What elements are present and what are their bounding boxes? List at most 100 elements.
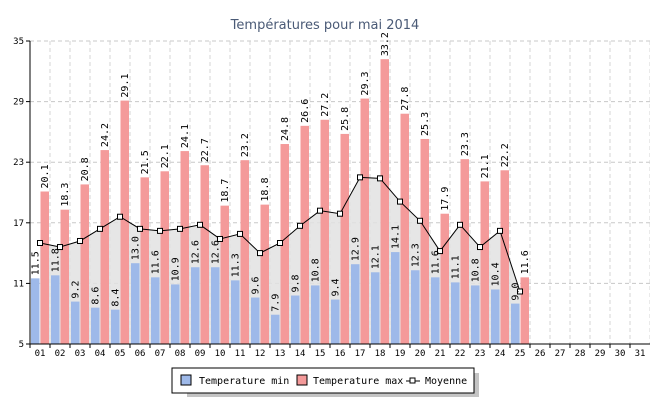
y-tick-label: 5 — [19, 340, 24, 350]
y-tick-label: 11 — [13, 279, 24, 289]
value-label-max: 18.7 — [220, 179, 231, 203]
mean-area-layer — [40, 177, 520, 344]
value-label-min: 10.4 — [491, 262, 502, 286]
bar-layer — [31, 59, 529, 345]
value-label-max: 11.6 — [520, 250, 531, 274]
bar-temperature-max — [440, 213, 449, 344]
x-tick-label: 24 — [495, 349, 506, 359]
bar-temperature-min — [131, 263, 140, 344]
legend-label-mean: Moyenne — [425, 376, 467, 387]
value-label-max: 24.8 — [280, 117, 291, 141]
mean-line-layer — [37, 174, 523, 295]
bar-temperature-max — [240, 160, 249, 344]
mean-point — [257, 250, 263, 257]
value-label-min: 11.6 — [151, 250, 162, 274]
bar-temperature-min — [291, 295, 300, 344]
value-label-max: 17.9 — [440, 187, 451, 211]
x-tick-label: 01 — [35, 349, 46, 359]
bar-temperature-max — [280, 144, 289, 344]
mean-point — [497, 227, 503, 234]
x-tick-label: 17 — [355, 349, 366, 359]
bar-temperature-min — [491, 289, 500, 344]
mean-point — [57, 244, 63, 251]
bar-temperature-min — [311, 285, 320, 344]
mean-point — [97, 225, 103, 232]
bar-temperature-max — [340, 133, 349, 344]
axis-layer: 5 11 17 23 29 35 01 02 03 04 05 06 07 08 09 10 11 12 13 14 1… — [13, 37, 650, 359]
value-label-min: 12.9 — [351, 237, 362, 261]
mean-area — [40, 177, 520, 344]
x-tick-label: 07 — [155, 349, 166, 359]
value-label-max: 29.1 — [120, 73, 131, 97]
bar-temperature-min — [211, 267, 220, 344]
mean-point — [437, 248, 443, 255]
bar-temperature-max — [120, 100, 129, 344]
value-label-min: 11.1 — [451, 255, 462, 279]
x-tick-label: 28 — [575, 349, 586, 359]
x-tick-label: 20 — [415, 349, 426, 359]
bar-temperature-min — [471, 285, 480, 344]
mean-point — [317, 207, 323, 214]
value-label-max: 22.1 — [160, 144, 171, 168]
value-label-min: 9.6 — [251, 276, 262, 294]
bar-temperature-min — [71, 301, 80, 344]
bar-temperature-min — [171, 284, 180, 344]
mean-point — [197, 221, 203, 228]
value-label-max: 21.5 — [140, 150, 151, 174]
value-label-min: 9.0 — [511, 283, 522, 301]
value-label-min: 7.9 — [271, 294, 282, 312]
bar-temperature-min — [451, 282, 460, 344]
value-label-max: 27.8 — [400, 87, 411, 111]
bar-temperature-max — [140, 177, 149, 344]
bar-temperature-min — [231, 280, 240, 344]
value-label-min: 10.9 — [171, 257, 182, 281]
value-label-layer: 11.5 20.1 11.8 18.3 9.2 20.8 8.6 24.2 8.4 29.1 13.… — [31, 32, 532, 312]
x-tick-label: 29 — [595, 349, 606, 359]
bar-temperature-min — [371, 272, 380, 344]
x-tick-label: 27 — [555, 349, 566, 359]
x-tick-label: 22 — [455, 349, 466, 359]
value-label-min: 10.8 — [311, 258, 322, 282]
x-tick-label: 14 — [295, 349, 306, 359]
mean-point — [397, 198, 403, 205]
value-label-min: 11.5 — [31, 251, 42, 275]
bar-temperature-max — [180, 151, 189, 344]
x-tick-label: 06 — [135, 349, 146, 359]
mean-point — [177, 225, 183, 232]
value-label-min: 11.8 — [51, 248, 62, 272]
value-label-min: 9.2 — [71, 281, 82, 299]
mean-point — [457, 221, 463, 228]
legend-marker-mean — [409, 377, 416, 384]
value-label-min: 12.1 — [371, 245, 382, 269]
value-label-max: 24.2 — [100, 123, 111, 147]
value-label-max: 18.3 — [60, 183, 71, 207]
value-label-min: 12.6 — [191, 240, 202, 264]
mean-point — [357, 174, 363, 181]
value-label-max: 22.7 — [200, 138, 211, 162]
value-label-max: 24.1 — [180, 124, 191, 148]
bar-temperature-max — [40, 191, 49, 344]
value-label-max: 22.2 — [500, 143, 511, 167]
bar-temperature-max — [520, 277, 529, 344]
mean-point — [337, 210, 343, 217]
legend-swatch-max — [296, 374, 308, 386]
bar-temperature-min — [111, 309, 120, 344]
x-tick-label: 11 — [235, 349, 246, 359]
bar-temperature-min — [91, 307, 100, 344]
x-tick-label: 15 — [315, 349, 326, 359]
bar-temperature-max — [320, 119, 329, 344]
mean-point — [517, 288, 523, 295]
y-tick-label: 29 — [13, 98, 24, 108]
value-label-min: 8.4 — [111, 289, 122, 307]
bar-temperature-min — [431, 277, 440, 344]
bar-temperature-max — [60, 209, 69, 344]
mean-point — [417, 217, 423, 224]
y-tick-label: 35 — [13, 37, 24, 47]
x-tick-label: 16 — [335, 349, 346, 359]
value-label-min: 10.8 — [471, 258, 482, 282]
bar-temperature-max — [380, 59, 389, 345]
value-label-min: 11.6 — [431, 250, 442, 274]
value-label-min: 9.8 — [291, 274, 302, 292]
value-label-max: 20.8 — [80, 157, 91, 181]
